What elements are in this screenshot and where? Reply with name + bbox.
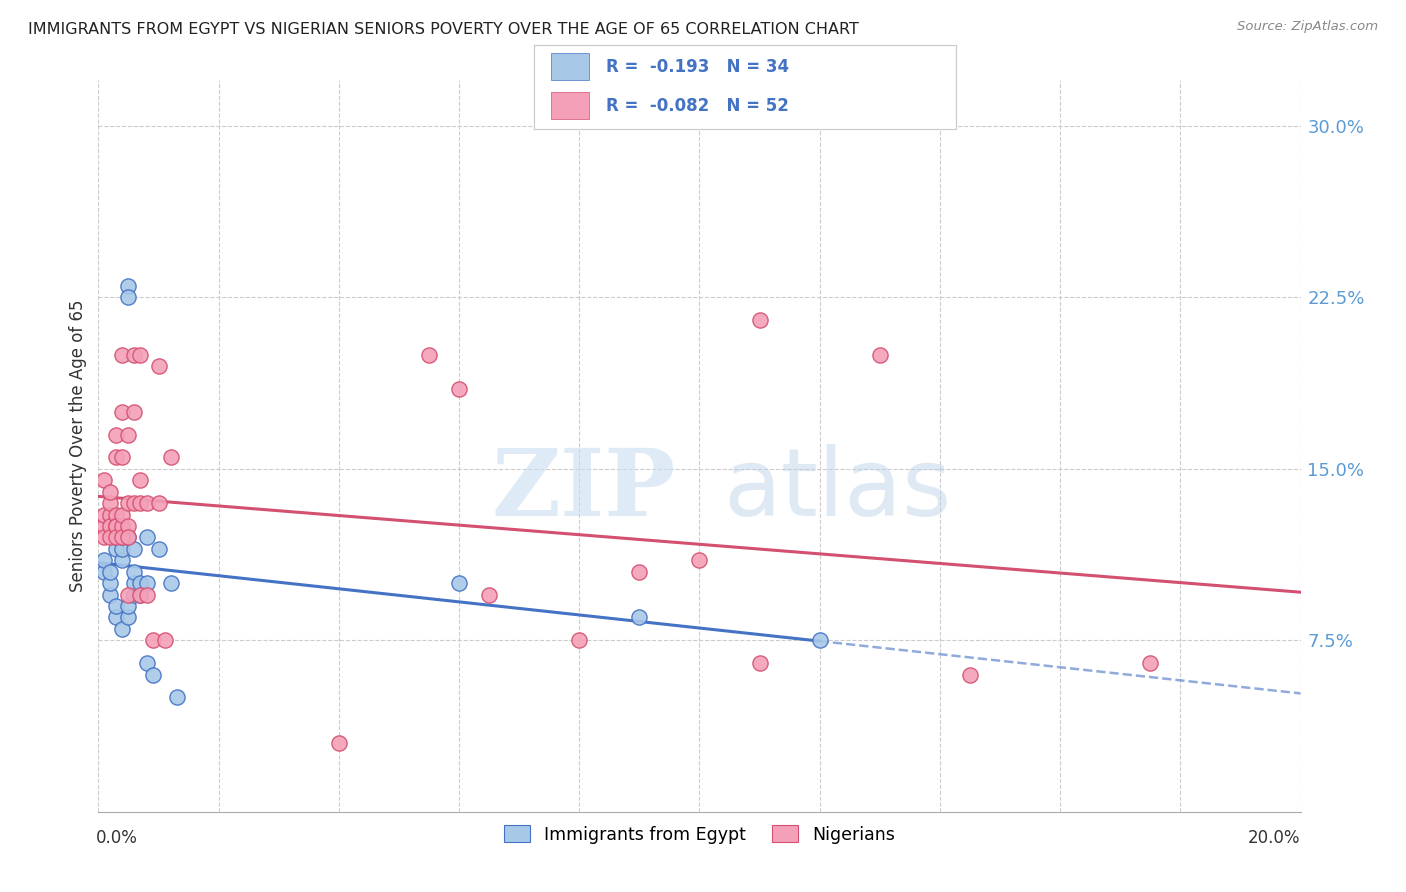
Point: [141, 667, 163, 681]
Point: [153, 633, 176, 648]
Point: [808, 633, 831, 648]
Point: [105, 599, 128, 613]
Text: atlas: atlas: [724, 444, 952, 536]
Point: [93, 553, 115, 567]
Point: [105, 427, 128, 442]
Point: [93, 473, 115, 487]
Point: [129, 347, 152, 362]
Text: 0.0%: 0.0%: [96, 829, 138, 847]
Point: [117, 588, 139, 602]
Point: [105, 519, 128, 533]
Point: [447, 382, 470, 396]
Point: [117, 279, 139, 293]
Point: [447, 576, 470, 591]
Point: [159, 576, 181, 591]
Point: [135, 576, 157, 591]
Text: Source: ZipAtlas.com: Source: ZipAtlas.com: [1237, 20, 1378, 33]
Point: [124, 576, 146, 591]
Point: [105, 610, 128, 624]
Point: [111, 519, 134, 533]
Point: [135, 530, 157, 544]
Point: [129, 496, 152, 510]
Point: [105, 450, 128, 465]
Point: [93, 508, 115, 522]
Point: [869, 347, 891, 362]
Point: [1139, 656, 1161, 670]
Point: [124, 405, 146, 419]
Point: [129, 588, 152, 602]
Point: [959, 667, 981, 681]
Point: [129, 473, 152, 487]
Point: [148, 496, 170, 510]
Point: [141, 633, 163, 648]
Point: [689, 553, 711, 567]
Point: [117, 530, 139, 544]
Point: [148, 541, 170, 556]
Point: [100, 508, 122, 522]
FancyBboxPatch shape: [551, 54, 589, 80]
Point: [111, 541, 134, 556]
Point: [117, 599, 139, 613]
Y-axis label: Seniors Poverty Over the Age of 65: Seniors Poverty Over the Age of 65: [69, 300, 87, 592]
Point: [100, 519, 122, 533]
Point: [328, 736, 350, 750]
Point: [93, 519, 115, 533]
Point: [117, 427, 139, 442]
Text: R =  -0.082   N = 52: R = -0.082 N = 52: [606, 96, 789, 114]
Point: [100, 565, 122, 579]
Point: [105, 541, 128, 556]
Point: [568, 633, 591, 648]
Point: [117, 530, 139, 544]
Point: [100, 576, 122, 591]
Point: [100, 484, 122, 499]
Point: [124, 565, 146, 579]
Point: [117, 496, 139, 510]
Point: [159, 450, 181, 465]
Point: [418, 347, 440, 362]
Text: IMMIGRANTS FROM EGYPT VS NIGERIAN SENIORS POVERTY OVER THE AGE OF 65 CORRELATION: IMMIGRANTS FROM EGYPT VS NIGERIAN SENIOR…: [28, 22, 859, 37]
Text: R =  -0.193   N = 34: R = -0.193 N = 34: [606, 58, 789, 76]
Point: [111, 405, 134, 419]
Point: [117, 519, 139, 533]
Point: [148, 359, 170, 373]
Point: [166, 690, 188, 705]
Point: [93, 565, 115, 579]
Point: [100, 588, 122, 602]
Point: [105, 508, 128, 522]
FancyBboxPatch shape: [551, 92, 589, 120]
Point: [628, 565, 651, 579]
Point: [628, 610, 651, 624]
Point: [105, 530, 128, 544]
Point: [111, 530, 134, 544]
Point: [748, 656, 770, 670]
Point: [111, 622, 134, 636]
Point: [100, 496, 122, 510]
Point: [135, 496, 157, 510]
Point: [124, 496, 146, 510]
Point: [124, 588, 146, 602]
Point: [111, 450, 134, 465]
Point: [111, 508, 134, 522]
Point: [117, 610, 139, 624]
Point: [135, 588, 157, 602]
Text: ZIP: ZIP: [491, 445, 675, 535]
Point: [111, 553, 134, 567]
Point: [129, 588, 152, 602]
Point: [478, 588, 501, 602]
Point: [105, 530, 128, 544]
Point: [111, 530, 134, 544]
Point: [135, 656, 157, 670]
Point: [111, 347, 134, 362]
Point: [105, 519, 128, 533]
Point: [124, 347, 146, 362]
Point: [748, 313, 770, 327]
Point: [117, 290, 139, 304]
Point: [124, 541, 146, 556]
Legend: Immigrants from Egypt, Nigerians: Immigrants from Egypt, Nigerians: [498, 819, 901, 851]
Point: [129, 576, 152, 591]
Text: 20.0%: 20.0%: [1249, 829, 1301, 847]
Point: [93, 530, 115, 544]
Point: [100, 530, 122, 544]
